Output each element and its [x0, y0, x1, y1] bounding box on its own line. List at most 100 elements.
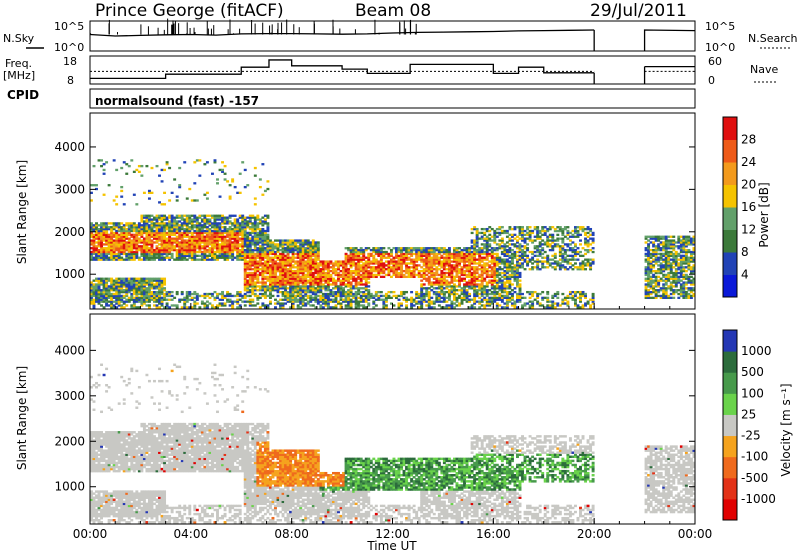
power-cell	[148, 247, 151, 249]
power-cell	[312, 304, 315, 306]
power-cell	[357, 301, 360, 303]
power-cell	[289, 257, 292, 259]
power-cell	[418, 264, 421, 266]
power-cell	[536, 301, 539, 303]
power-cell	[115, 169, 118, 171]
power-cell	[458, 276, 461, 278]
power-cell	[503, 230, 506, 232]
power-cell	[125, 228, 128, 230]
power-cell	[430, 247, 433, 249]
power-cell	[544, 266, 547, 268]
power-cell	[266, 295, 269, 297]
power-cell	[246, 184, 249, 186]
power-cell	[249, 289, 252, 291]
power-cell	[277, 243, 280, 245]
power-cell	[256, 285, 259, 287]
power-cell	[151, 215, 154, 217]
power-cell	[435, 266, 438, 268]
power-cell	[188, 215, 191, 217]
power-cell	[481, 304, 484, 306]
power-cell	[438, 278, 441, 280]
power-cell	[481, 247, 484, 249]
power-cell	[423, 259, 426, 261]
power-cell	[193, 236, 196, 238]
power-cell	[158, 175, 161, 177]
power-cell	[203, 163, 206, 165]
power-cell	[337, 272, 340, 274]
power-cell	[128, 238, 131, 240]
power-cell	[244, 301, 247, 303]
power-cell	[508, 226, 511, 228]
power-cell	[400, 302, 403, 304]
power-cell	[153, 217, 156, 219]
power-cell	[282, 299, 285, 301]
power-cell	[501, 251, 504, 253]
power-cell	[221, 302, 224, 304]
power-cell	[529, 301, 532, 303]
power-cell	[488, 274, 491, 276]
power-cell	[229, 299, 232, 301]
power-cell	[332, 262, 335, 264]
power-cell	[274, 302, 277, 304]
power-cell	[514, 226, 517, 228]
power-cell	[153, 283, 156, 285]
power-cell	[135, 306, 138, 308]
power-cell	[488, 270, 491, 272]
power-cell	[534, 255, 537, 257]
power-cell	[423, 283, 426, 285]
power-cell	[498, 243, 501, 245]
power-cell	[488, 249, 491, 251]
power-cell	[519, 243, 522, 245]
power-cell	[191, 232, 194, 234]
power-cell	[186, 215, 189, 217]
power-cell	[108, 285, 111, 287]
power-cell	[266, 222, 269, 224]
power-cell	[445, 304, 448, 306]
power-cell	[176, 249, 179, 251]
power-cell	[403, 297, 406, 299]
power-cell	[261, 217, 264, 219]
power-cell	[158, 243, 161, 245]
power-cell	[377, 247, 380, 249]
power-cell	[471, 304, 474, 306]
power-cell	[478, 232, 481, 234]
power-cell	[196, 293, 199, 295]
power-cell	[254, 253, 257, 255]
power-cell	[415, 274, 418, 276]
power-cell	[148, 197, 151, 199]
power-cell	[481, 257, 484, 259]
power-cell	[206, 304, 209, 306]
power-cell	[478, 274, 481, 276]
power-cell	[135, 169, 138, 171]
power-cell	[214, 215, 217, 217]
power-cell	[408, 262, 411, 264]
power-cell	[312, 259, 315, 261]
power-cell	[259, 297, 262, 299]
power-cell	[178, 299, 181, 301]
power-cell	[448, 281, 451, 283]
power-cell	[360, 295, 363, 297]
power-cell	[140, 245, 143, 247]
power-cell	[266, 180, 269, 182]
nave-tick-bottom: 0	[708, 74, 715, 87]
power-cell	[438, 257, 441, 259]
power-cell	[428, 291, 431, 293]
power-cell	[476, 283, 479, 285]
power-cell	[458, 289, 461, 291]
power-cell	[239, 299, 242, 301]
power-cell	[345, 283, 348, 285]
power-cell	[181, 215, 184, 217]
power-cell	[264, 247, 267, 249]
power-cell	[476, 276, 479, 278]
power-cell	[168, 215, 171, 217]
frequency-panel: Freq. [MHz] 18 8 60 0 Nave	[3, 55, 778, 87]
power-cell	[503, 270, 506, 272]
power-cell	[294, 295, 297, 297]
power-cell	[526, 291, 529, 293]
power-cell	[387, 260, 390, 262]
power-cell	[249, 272, 252, 274]
power-cell	[173, 178, 176, 180]
power-cell	[193, 230, 196, 232]
power-cell	[456, 293, 459, 295]
power-cell	[506, 236, 509, 238]
